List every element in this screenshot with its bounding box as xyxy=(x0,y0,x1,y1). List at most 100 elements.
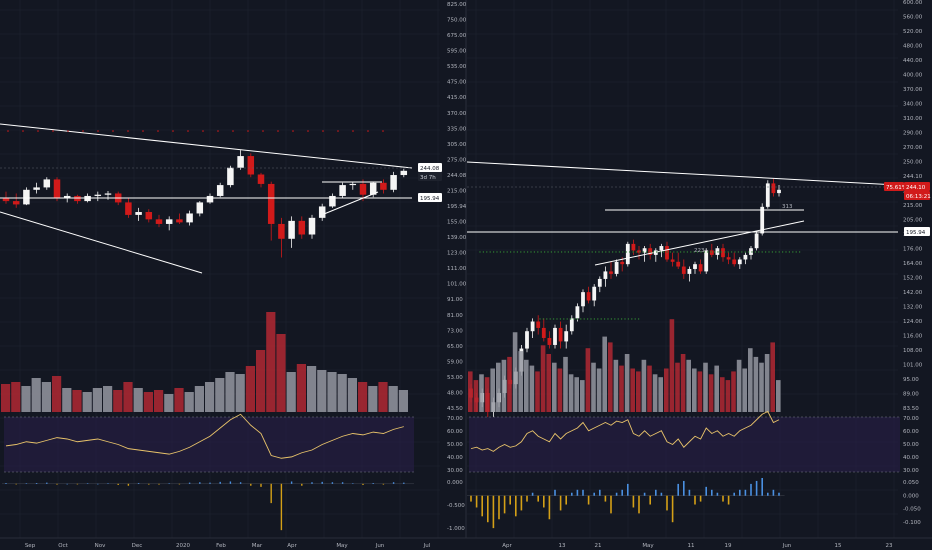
signal-dot xyxy=(539,318,541,320)
candle xyxy=(33,187,40,190)
histogram-bar xyxy=(35,483,38,484)
countdown-tag: 3d 7h xyxy=(420,175,436,181)
y-tick-label: 48.00 xyxy=(447,390,463,396)
volume-bar xyxy=(742,368,747,412)
signal-dot xyxy=(52,130,54,132)
countdown-tag-bg xyxy=(418,172,442,181)
histogram-bar xyxy=(666,495,668,511)
signal-dot xyxy=(624,318,626,320)
candle xyxy=(631,243,636,251)
volume-bar xyxy=(574,377,579,412)
candle xyxy=(620,261,625,265)
y-tick-label: 205.00 xyxy=(903,218,923,224)
candle xyxy=(53,179,61,199)
signal-dot xyxy=(499,251,502,253)
candle xyxy=(155,219,163,224)
candle xyxy=(609,271,613,274)
volume-bar xyxy=(708,374,714,412)
x-tick-label: 19 xyxy=(725,543,732,549)
signal-dot xyxy=(764,251,767,253)
candle xyxy=(349,183,357,186)
candle xyxy=(359,183,367,195)
candle xyxy=(135,212,142,215)
y-tick-label: 142.00 xyxy=(903,290,923,296)
volume-bar xyxy=(235,374,245,412)
histogram-bar xyxy=(727,495,730,505)
volume-bar xyxy=(123,382,133,412)
signal-dot xyxy=(542,318,545,320)
volume-bar xyxy=(613,359,619,412)
signal-dot xyxy=(277,130,279,132)
y-tick-label: 176.00 xyxy=(903,247,923,253)
candle xyxy=(400,170,408,176)
signal-dot xyxy=(557,251,559,253)
histogram-bar xyxy=(188,482,191,484)
y-tick-label: 0.050 xyxy=(903,480,919,486)
signal-dot xyxy=(620,318,623,320)
candle xyxy=(575,306,580,319)
histogram-bar xyxy=(280,483,283,531)
candle xyxy=(765,183,770,207)
candle xyxy=(278,223,285,239)
candle xyxy=(676,261,681,267)
y-tick-label: 132.00 xyxy=(903,305,923,311)
candle xyxy=(586,292,591,301)
candle xyxy=(642,248,647,253)
signal-dot xyxy=(567,251,570,253)
y-tick-label: 195.94 xyxy=(447,204,467,210)
volume-bar xyxy=(479,374,484,412)
signal-dot xyxy=(598,251,600,253)
y-tick-label: -0.100 xyxy=(903,520,921,526)
histogram-bar xyxy=(683,480,685,496)
x-tick-label: Jul xyxy=(423,543,431,549)
signal-dot xyxy=(622,251,624,253)
signal-dot xyxy=(788,251,791,253)
percent-tag: 75.61% xyxy=(886,185,907,191)
histogram-bar xyxy=(492,495,495,529)
volume-bar xyxy=(591,362,596,412)
volume-bar xyxy=(225,372,235,412)
volume-bar xyxy=(585,348,591,412)
x-tick-label: Jun xyxy=(375,543,385,549)
candle xyxy=(771,183,776,194)
histogram-bar xyxy=(509,495,511,505)
signal-dot xyxy=(187,130,189,132)
volume-bar xyxy=(512,332,518,412)
histogram-bar xyxy=(15,483,17,485)
histogram-bar xyxy=(515,495,517,517)
y-tick-label: 155.00 xyxy=(447,220,467,226)
histogram-bar xyxy=(778,492,780,496)
signal-dot xyxy=(560,251,563,253)
volume-bar xyxy=(602,336,607,412)
signal-dot xyxy=(486,251,488,253)
signal-dot xyxy=(720,251,723,253)
volume-bar xyxy=(184,392,194,412)
signal-dot xyxy=(554,251,556,253)
volume-bar xyxy=(580,380,585,412)
volume-bar xyxy=(82,392,92,412)
histogram-bar xyxy=(750,483,752,496)
y-tick-label: 675.00 xyxy=(447,33,467,39)
histogram-bar xyxy=(158,483,160,485)
y-tick-label: 164.00 xyxy=(903,261,923,267)
signal-dot xyxy=(785,251,787,253)
signal-dot xyxy=(586,318,589,320)
y-tick-label: 305.00 xyxy=(447,142,467,148)
x-tick-label: 15 xyxy=(835,543,842,549)
histogram-bar xyxy=(655,489,657,496)
candle xyxy=(564,331,569,342)
signal-dot xyxy=(588,251,590,253)
signal-dot xyxy=(82,130,84,132)
histogram-bar xyxy=(671,495,674,523)
trendline-upper-right xyxy=(466,161,899,186)
candle xyxy=(553,327,557,345)
candle xyxy=(318,206,326,218)
histogram-bar xyxy=(632,495,635,508)
histogram-bar xyxy=(341,482,344,484)
signal-dot xyxy=(751,251,753,253)
y-tick-label: 95.00 xyxy=(903,377,919,383)
volume-bar xyxy=(337,374,347,412)
signal-dot xyxy=(546,318,548,320)
volume-bar xyxy=(215,378,225,412)
